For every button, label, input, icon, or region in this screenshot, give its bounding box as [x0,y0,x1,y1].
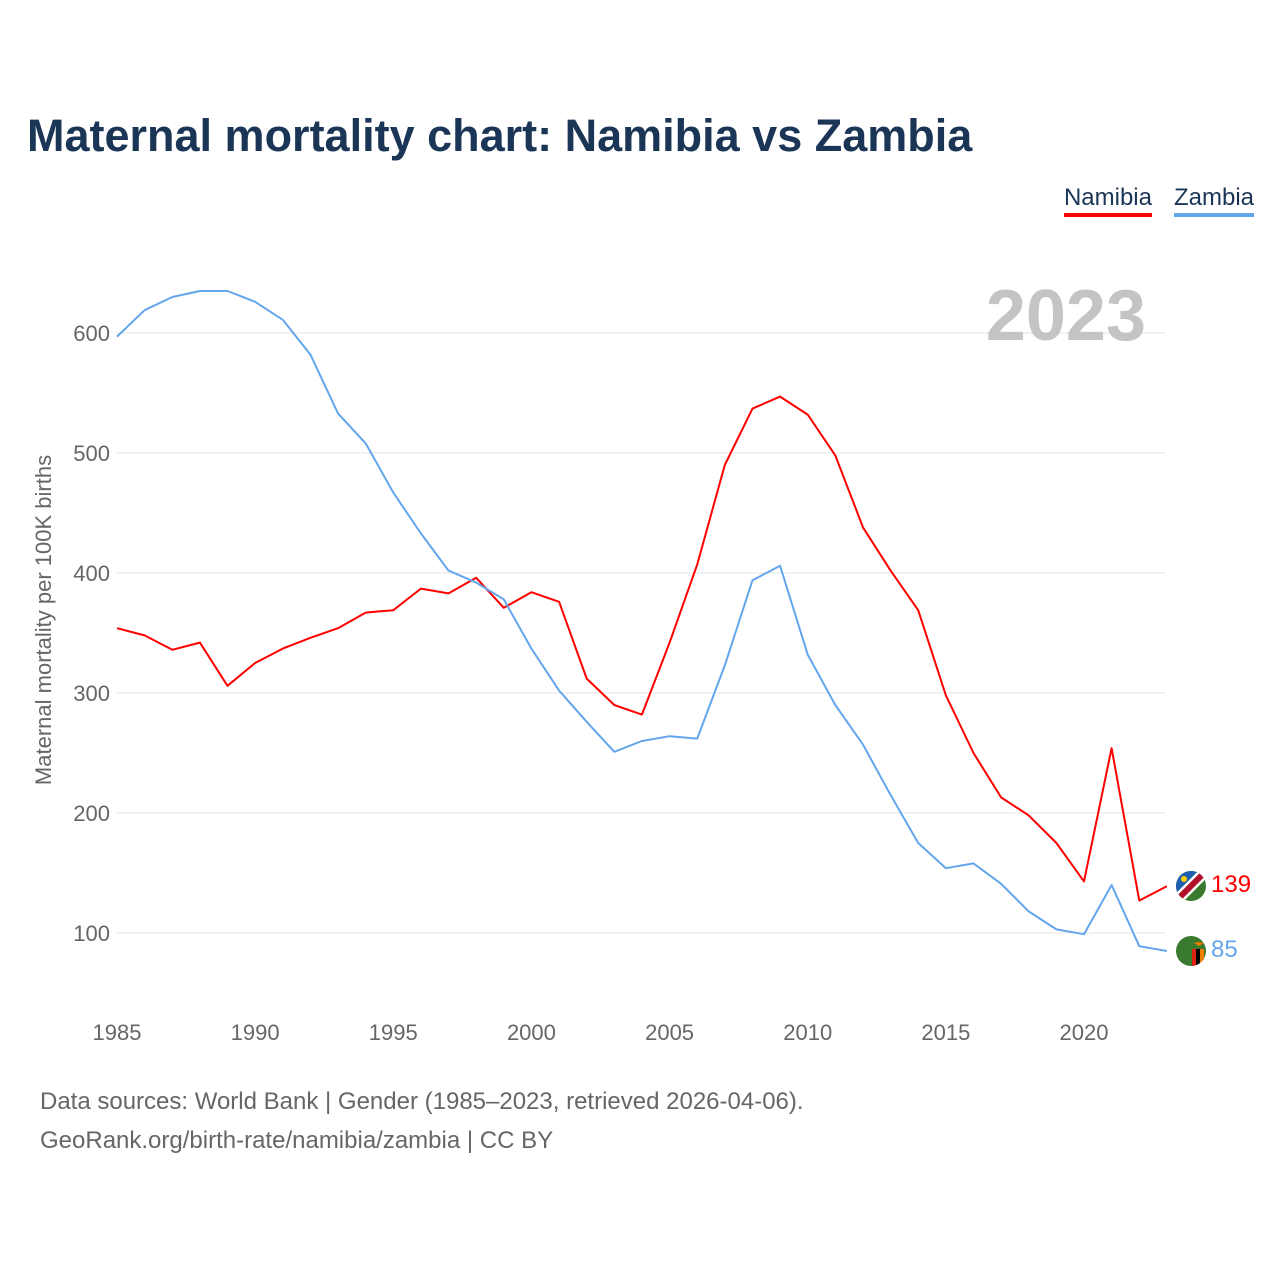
legend-item-namibia[interactable]: Namibia [1063,184,1152,217]
chart-title: Maternal mortality chart: Namibia vs Zam… [27,110,973,161]
x-tick-label: 2000 [507,1020,556,1045]
legend-item-zambia[interactable]: Zambia [1173,184,1254,217]
y-tick-label: 100 [73,921,110,946]
y-tick-label: 600 [73,321,110,346]
x-tick-label: 1990 [231,1020,280,1045]
y-tick-label: 200 [73,801,110,826]
x-tick-label: 2020 [1060,1020,1109,1045]
x-tick-label: 2010 [783,1020,832,1045]
zambia-flag-icon [1176,936,1206,966]
legend: Namibia Zambia [1063,184,1254,217]
y-tick-label: 300 [73,681,110,706]
x-tick-label: 1995 [369,1020,418,1045]
namibia-end-value: 139 [1211,871,1251,898]
namibia-flag-icon [1176,871,1206,901]
series-line-zambia [116,290,1168,952]
x-tick-label: 1985 [93,1020,142,1045]
year-watermark: 2023 [986,276,1146,356]
footer-link[interactable]: GeoRank.org/birth-rate/namibia/zambia | … [40,1127,554,1154]
x-tick-label: 2005 [645,1020,694,1045]
x-tick-label: 2015 [921,1020,970,1045]
y-axis-label: Maternal mortality per 100K births [31,455,56,785]
y-tick-label: 400 [73,561,110,586]
zambia-end-value: 85 [1211,936,1238,963]
footer-sources: Data sources: World Bank | Gender (1985–… [40,1088,804,1115]
series-line-namibia [116,395,1168,902]
y-tick-label: 500 [73,441,110,466]
